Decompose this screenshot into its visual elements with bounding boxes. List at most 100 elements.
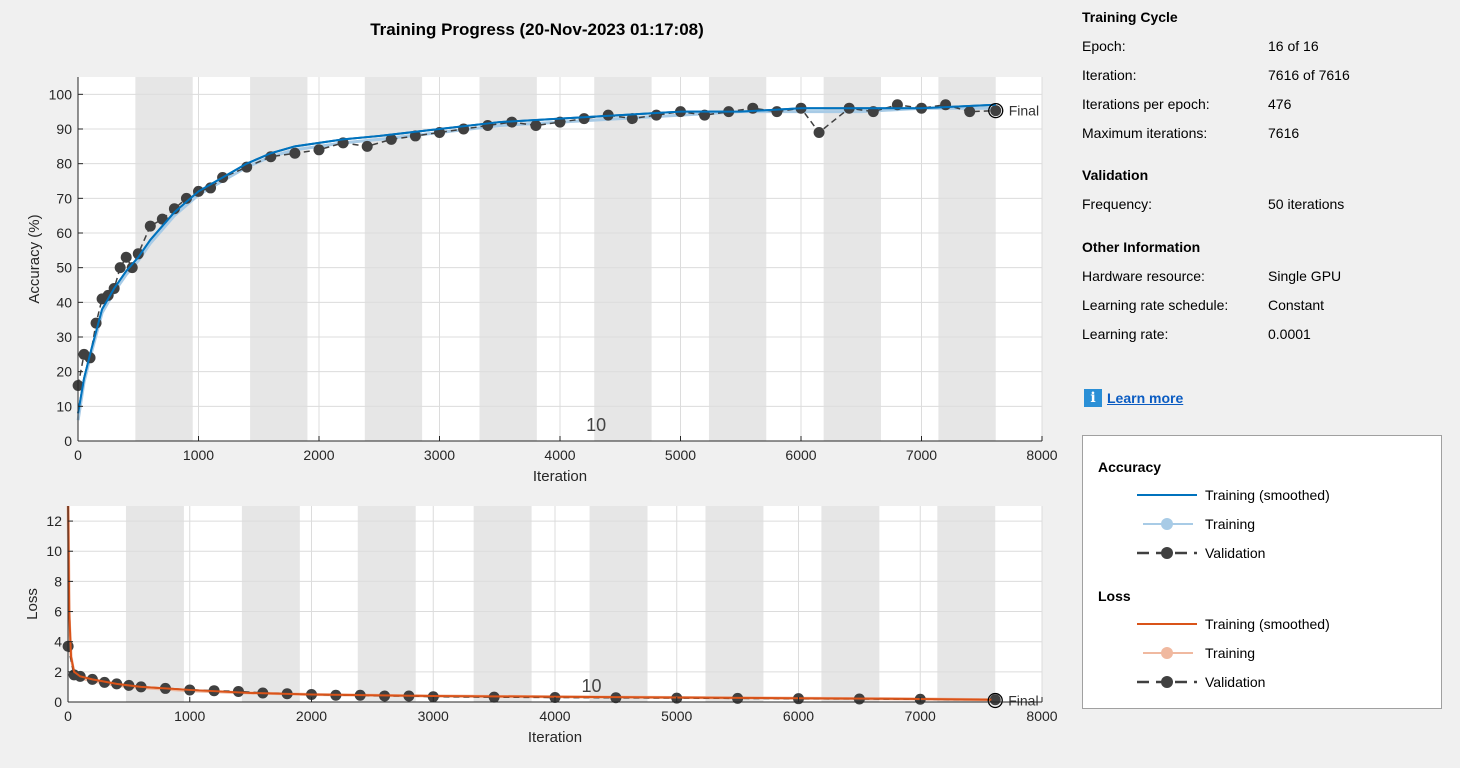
- legend-swatch: [1137, 494, 1197, 496]
- legend-marker: [1161, 647, 1173, 659]
- epoch-band: [708, 77, 767, 441]
- epoch-band: [821, 506, 880, 702]
- learn-more-link[interactable]: i Learn more: [1084, 389, 1183, 407]
- final-label: Final: [1009, 103, 1039, 119]
- legend-accuracy-title: Accuracy: [1098, 459, 1162, 475]
- final-marker-dot: [991, 696, 1000, 705]
- y-tick-label: 2: [54, 664, 62, 680]
- legend-swatch: [1143, 518, 1193, 530]
- validation-point: [578, 113, 590, 125]
- info-label: Learning rate:: [1082, 326, 1169, 342]
- epoch-band: [937, 506, 996, 702]
- validation-point: [385, 133, 397, 145]
- learn-more-label[interactable]: Learn more: [1107, 390, 1184, 406]
- epoch-band: [135, 77, 193, 441]
- y-tick-label: 0: [54, 694, 62, 710]
- legend-label: Training: [1205, 645, 1256, 661]
- x-tick-label: 1000: [183, 447, 214, 463]
- x-axis-label: Iteration: [533, 468, 587, 485]
- validation-point: [132, 248, 144, 260]
- info-label: Hardware resource:: [1082, 268, 1205, 284]
- other-information-title: Other Information: [1082, 239, 1201, 255]
- y-axis-label: Loss: [24, 588, 41, 620]
- y-axis-label: Accuracy (%): [26, 214, 43, 303]
- y-tick-label: 40: [56, 294, 72, 310]
- y-tick-label: 20: [56, 364, 72, 380]
- legend-marker: [1161, 676, 1173, 688]
- legend-item: Training: [1083, 514, 1441, 534]
- legend-swatch: [1137, 623, 1197, 625]
- y-tick-label: 60: [56, 225, 72, 241]
- legend-marker: [1161, 518, 1173, 530]
- validation-point: [964, 106, 976, 118]
- epoch-band: [250, 77, 308, 441]
- epoch-band: [357, 506, 416, 702]
- validation-point: [813, 126, 825, 138]
- x-tick-label: 2000: [296, 708, 327, 724]
- epoch-band: [473, 506, 532, 702]
- legend-swatch: [1137, 676, 1197, 688]
- validation-point: [120, 251, 132, 263]
- legend-item: Validation: [1083, 543, 1441, 563]
- legend-item: Training: [1083, 643, 1441, 663]
- legend-label: Training: [1205, 516, 1256, 532]
- validation-point: [482, 120, 494, 132]
- final-label: Final: [1008, 692, 1038, 708]
- info-icon: i: [1084, 389, 1102, 407]
- x-tick-label: 7000: [906, 447, 937, 463]
- validation-point: [180, 192, 192, 204]
- chart-title: Training Progress (20-Nov-2023 01:17:08): [370, 20, 704, 39]
- y-tick-label: 4: [54, 634, 62, 650]
- x-axis-label: Iteration: [528, 729, 582, 746]
- x-tick-label: 8000: [1026, 708, 1057, 724]
- training-progress-charts: Training Progress (20-Nov-2023 01:17:08)…: [24, 20, 1058, 746]
- series-line-training-smoothed: [77, 103, 996, 414]
- info-label: Iterations per epoch:: [1082, 96, 1210, 112]
- y-tick-label: 10: [56, 398, 72, 414]
- epoch-band: [589, 506, 648, 702]
- info-value: Single GPU: [1268, 268, 1342, 284]
- info-label: Iteration:: [1082, 67, 1137, 83]
- epoch-band: [241, 506, 300, 702]
- legend: Accuracy Loss Training (smoothed) Trainin…: [1082, 435, 1442, 709]
- y-tick-label: 80: [56, 156, 72, 172]
- info-value: 50 iterations: [1268, 196, 1345, 212]
- x-tick-label: 1000: [174, 708, 205, 724]
- x-tick-label: 5000: [661, 708, 692, 724]
- validation-point: [940, 99, 952, 111]
- x-tick-label: 2000: [303, 447, 334, 463]
- x-tick-label: 3000: [418, 708, 449, 724]
- validation-point: [409, 130, 421, 142]
- epoch-band: [938, 77, 996, 441]
- info-value: 7616 of 7616: [1268, 67, 1350, 83]
- info-panel: Training Cycle Epoch: 16 of 16 Iteration: 7…: [1082, 0, 1452, 768]
- final-marker: [988, 102, 1004, 119]
- validation-point: [144, 220, 156, 232]
- epoch-band: [705, 506, 764, 702]
- info-label: Learning rate schedule:: [1082, 297, 1229, 313]
- info-value: 16 of 16: [1268, 38, 1319, 54]
- validation-point: [626, 113, 638, 125]
- x-tick-label: 0: [64, 708, 72, 724]
- validation-title: Validation: [1082, 167, 1149, 183]
- epoch-label: 10: [586, 415, 606, 435]
- epoch-band: [594, 77, 652, 441]
- final-marker-dot: [991, 106, 1000, 115]
- legend-item: Training (smoothed): [1083, 614, 1441, 634]
- loss-chart: Final 10 0 1000 2000 3000 4000 5000 6000 7000 8000…: [24, 505, 1058, 746]
- info-value: 476: [1268, 96, 1292, 112]
- legend-item: Training (smoothed): [1083, 485, 1441, 505]
- legend-marker: [1161, 547, 1173, 559]
- final-marker: [987, 692, 1003, 709]
- y-tick-label: 6: [54, 604, 62, 620]
- x-tick-label: 5000: [665, 447, 696, 463]
- info-value: Constant: [1268, 297, 1325, 313]
- x-tick-label: 3000: [424, 447, 455, 463]
- info-label: Epoch:: [1082, 38, 1126, 54]
- legend-loss-title: Loss: [1098, 588, 1131, 604]
- legend-label: Validation: [1205, 545, 1266, 561]
- epoch-label: 10: [582, 676, 602, 696]
- x-tick-label: 6000: [785, 447, 816, 463]
- y-tick-label: 30: [56, 329, 72, 345]
